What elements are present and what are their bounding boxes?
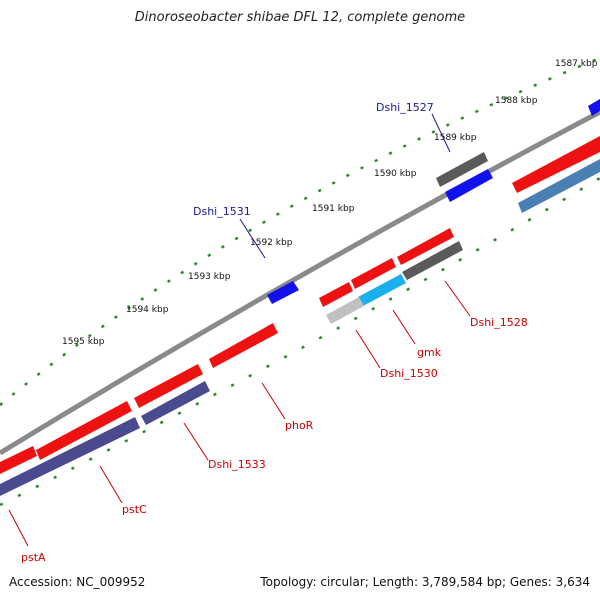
leader-dshi-1531 bbox=[239, 218, 266, 259]
leader-lines bbox=[8, 113, 471, 547]
scale-arc-outer bbox=[0, 56, 600, 406]
gene-blocks bbox=[0, 99, 600, 496]
gene-dark-mid-block[interactable] bbox=[402, 241, 463, 280]
leader-dshi-1530 bbox=[355, 329, 381, 369]
gene-red-small-block[interactable] bbox=[319, 282, 353, 307]
genome-backbone bbox=[0, 109, 600, 456]
gene-label-dshi-1527[interactable]: Dshi_1527 bbox=[376, 101, 434, 114]
gene-dshi-1528-upper-block[interactable] bbox=[436, 152, 488, 187]
gene-dshi-1531-block[interactable] bbox=[267, 281, 299, 304]
tick-label-1594: 1594 kbp bbox=[126, 305, 169, 315]
gene-steelblue-block[interactable] bbox=[518, 159, 600, 213]
tick-labels: 1587 kbp 1588 kbp 1589 kbp 1590 kbp 1591… bbox=[62, 59, 598, 347]
leader-pstC bbox=[99, 465, 123, 504]
gene-label-dshi-1531[interactable]: Dshi_1531 bbox=[193, 205, 251, 218]
gene-lightgray-block[interactable] bbox=[326, 297, 364, 324]
gene-cyan-block[interactable] bbox=[358, 274, 406, 306]
gene-label-gmk[interactable]: gmk bbox=[417, 346, 442, 359]
gene-pstA-block[interactable] bbox=[0, 446, 37, 474]
leader-pstA bbox=[8, 509, 29, 547]
leader-phoR bbox=[261, 382, 286, 420]
leader-gmk bbox=[392, 309, 416, 345]
leader-dshi-1527 bbox=[431, 113, 451, 153]
tick-label-1592: 1592 kbp bbox=[250, 238, 293, 248]
tick-label-1590: 1590 kbp bbox=[374, 169, 417, 179]
tick-label-1588: 1588 kbp bbox=[495, 96, 538, 106]
gene-label-phoR[interactable]: phoR bbox=[285, 419, 314, 432]
leader-dshi-1533 bbox=[183, 422, 209, 461]
gene-label-dshi-1533[interactable]: Dshi_1533 bbox=[208, 458, 266, 471]
gene-label-pstC[interactable]: pstC bbox=[122, 503, 147, 516]
gene-dshi-1527-lower-block[interactable] bbox=[445, 169, 493, 202]
tick-label-1589: 1589 kbp bbox=[434, 133, 477, 143]
gene-pstC-purple-block[interactable] bbox=[0, 417, 140, 496]
tick-label-1591: 1591 kbp bbox=[312, 204, 355, 214]
tick-label-1593: 1593 kbp bbox=[188, 272, 231, 282]
gene-red-mid1-block[interactable] bbox=[397, 228, 454, 265]
tick-label-1595: 1595 kbp bbox=[62, 337, 105, 347]
gene-phoR-block[interactable] bbox=[209, 323, 278, 368]
tick-label-1587: 1587 kbp bbox=[555, 59, 598, 69]
genome-title: Dinoroseobacter shibae DFL 12, complete … bbox=[134, 10, 466, 25]
gene-dshi-1527-block[interactable] bbox=[588, 99, 600, 116]
gene-red-right-block[interactable] bbox=[512, 136, 600, 193]
accession-text: Accession: NC_009952 bbox=[9, 575, 146, 589]
gene-pstC-red-block[interactable] bbox=[36, 401, 132, 460]
topology-text: Topology: circular; Length: 3,789,584 bp… bbox=[260, 575, 590, 589]
gene-dshi-1533-red-block[interactable] bbox=[134, 364, 203, 408]
gene-red-mid2-block[interactable] bbox=[351, 258, 396, 289]
gene-label-dshi-1528[interactable]: Dshi_1528 bbox=[470, 316, 528, 329]
leader-dshi-1528 bbox=[444, 280, 471, 317]
gene-label-dshi-1530[interactable]: Dshi_1530 bbox=[380, 367, 438, 380]
gene-dshi-1533-purple-block[interactable] bbox=[141, 381, 210, 425]
gene-label-pstA[interactable]: pstA bbox=[21, 551, 46, 564]
